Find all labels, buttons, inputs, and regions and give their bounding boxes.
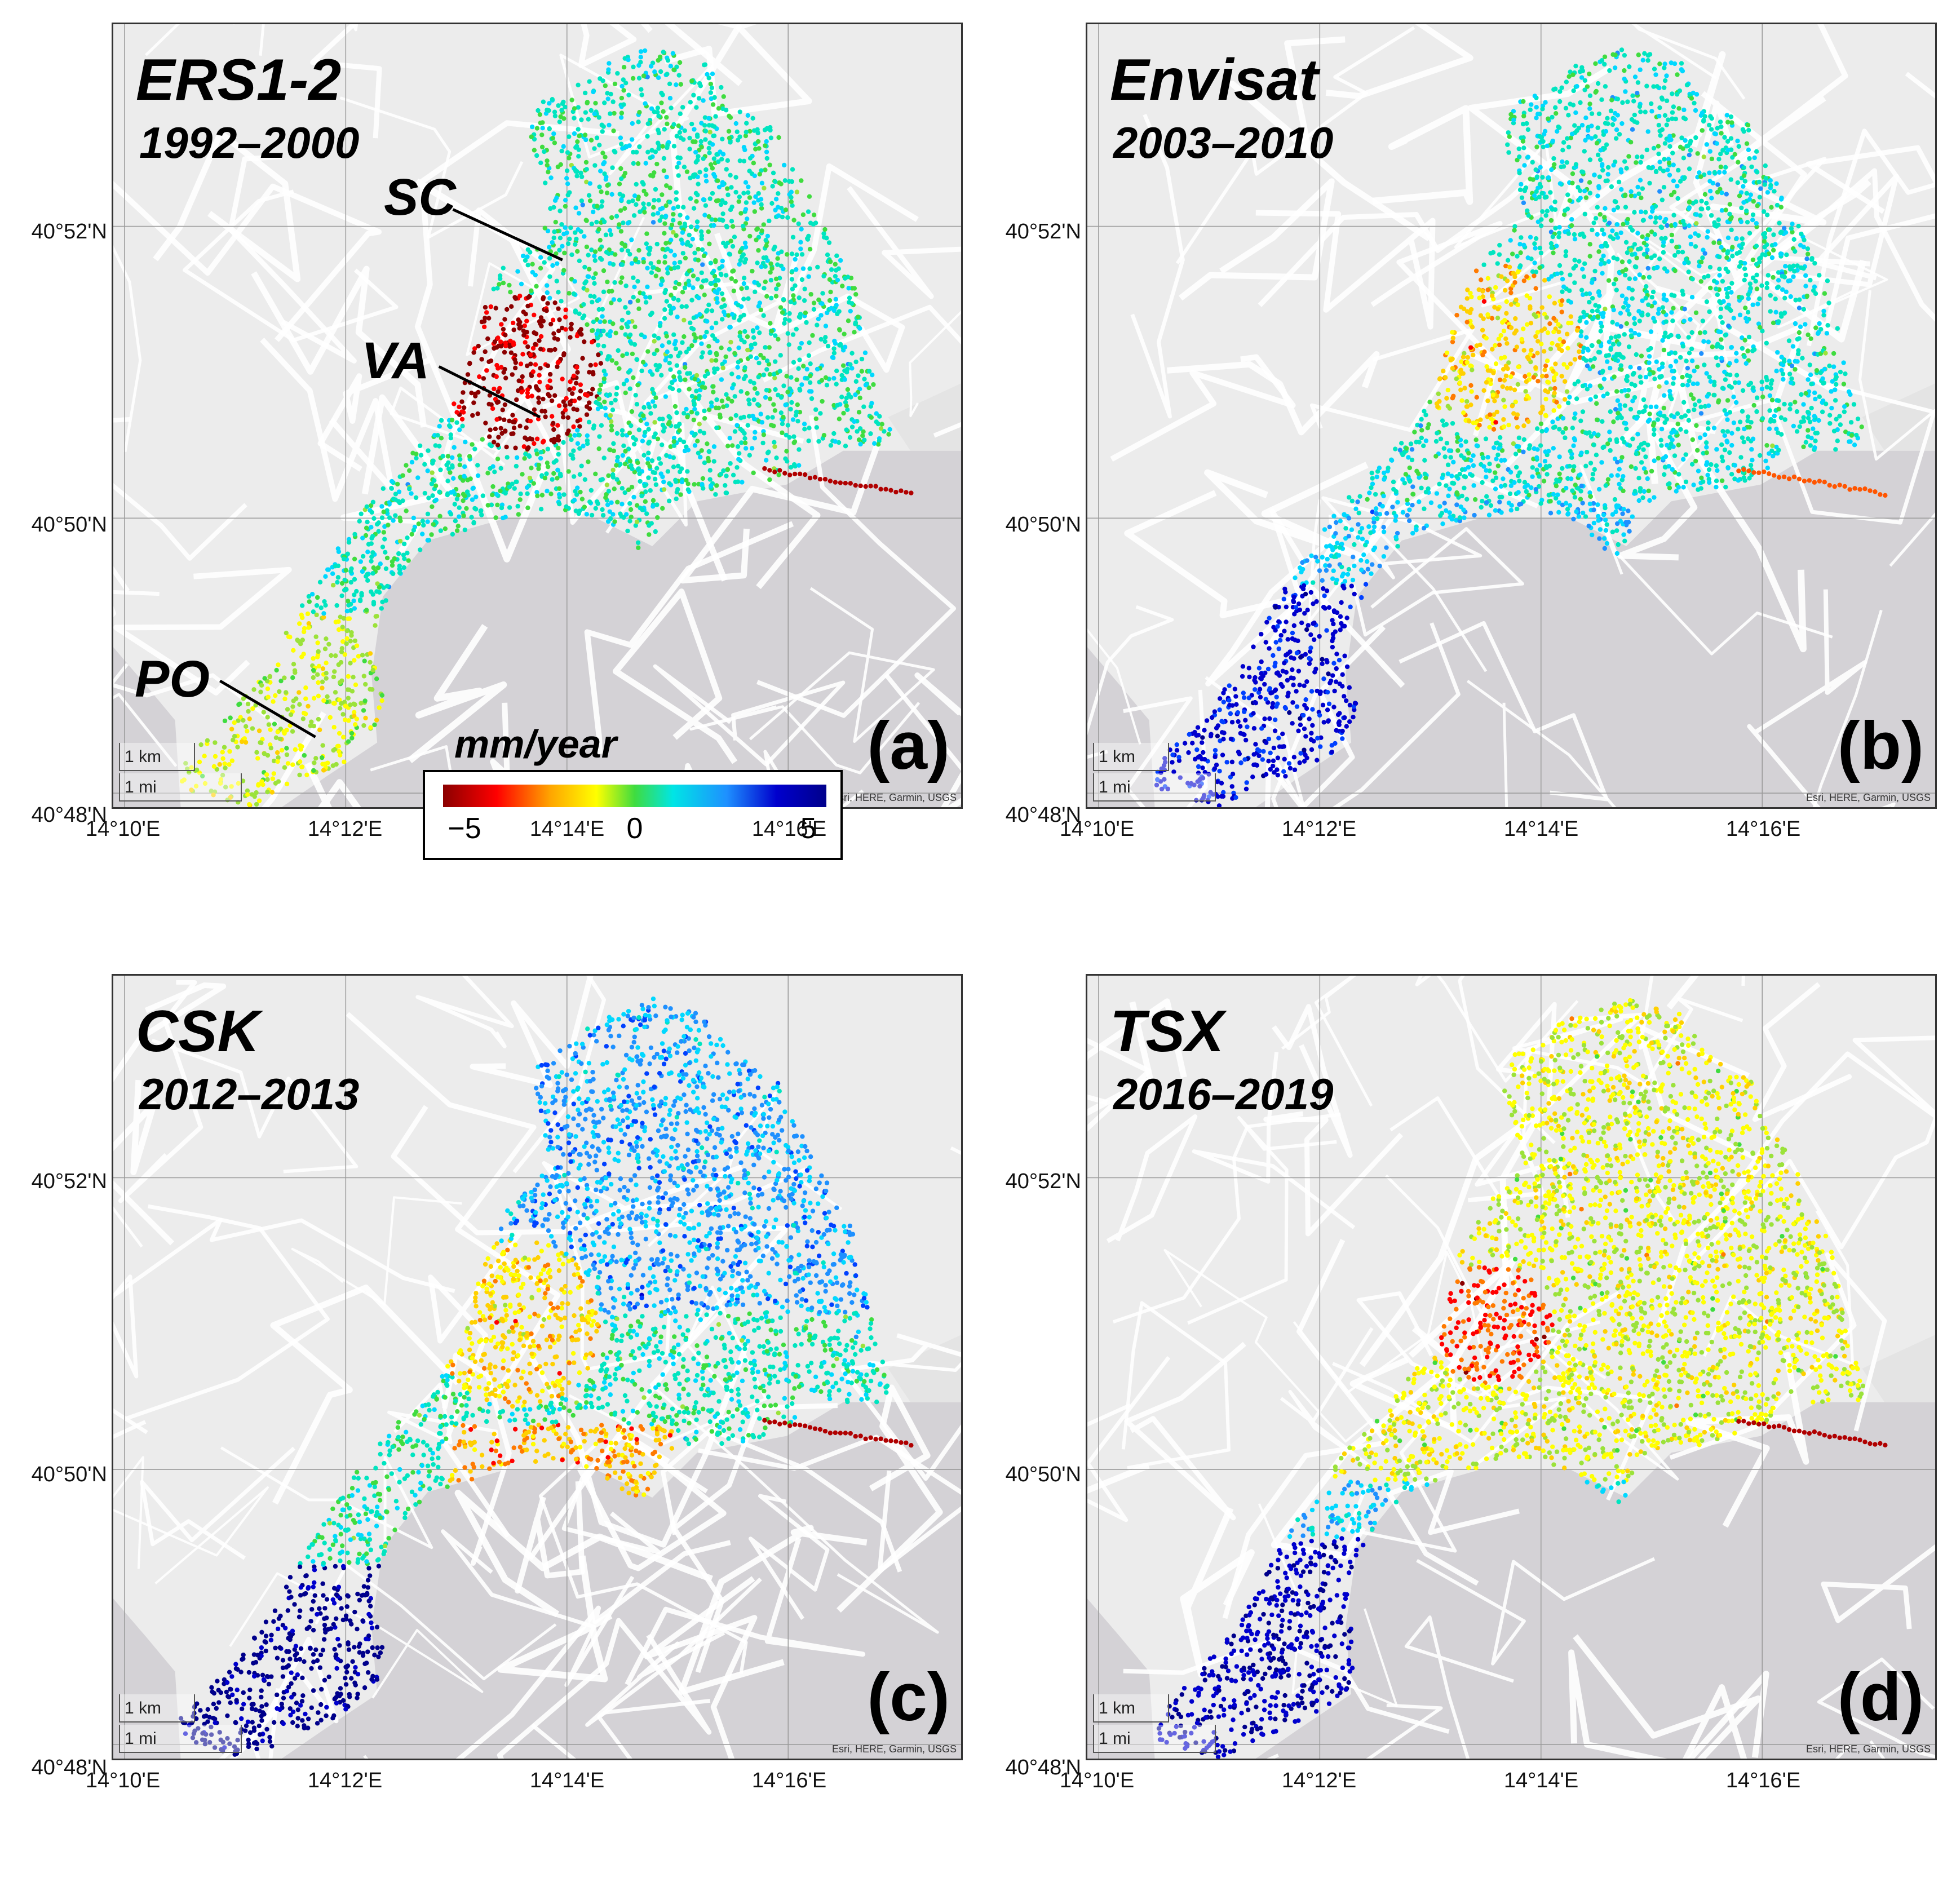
map-attribution: Esri, HERE, Garmin, USGS bbox=[831, 792, 957, 803]
panel-letter: (a) bbox=[867, 708, 950, 783]
scalebar-km: 1 km bbox=[119, 1694, 195, 1723]
lon-label: 14°10'E bbox=[1059, 817, 1135, 841]
map-attribution: Esri, HERE, Garmin, USGS bbox=[1805, 792, 1931, 803]
legend-tick-max: 5 bbox=[800, 812, 817, 845]
lat-label: 40°52'N bbox=[1005, 220, 1081, 243]
scalebar-km: 1 km bbox=[1093, 743, 1169, 771]
scalebar: 1 km 1 mi bbox=[1093, 1694, 1216, 1753]
scalebar: 1 km 1 mi bbox=[1093, 743, 1216, 802]
lat-label: 40°50'N bbox=[1005, 1463, 1081, 1486]
lat-label: 40°48'N bbox=[31, 803, 107, 827]
map-attribution: Esri, HERE, Garmin, USGS bbox=[831, 1743, 957, 1755]
map-panel-c: CSK 2012–2013 (c) 1 km 1 mi Esri, HERE, … bbox=[112, 974, 963, 1760]
lon-label: 14°12'E bbox=[1281, 817, 1357, 841]
panel-letter: (b) bbox=[1837, 708, 1924, 783]
map-canvas bbox=[113, 976, 961, 1759]
lon-label: 14°10'E bbox=[85, 817, 161, 841]
map-attribution: Esri, HERE, Garmin, USGS bbox=[1805, 1743, 1931, 1755]
satellite-title: ERS1-2 bbox=[136, 47, 342, 113]
satellite-title: Envisat bbox=[1110, 47, 1318, 113]
scalebar-mi: 1 mi bbox=[1093, 773, 1216, 802]
legend-title: mm/year bbox=[454, 722, 617, 766]
satellite-years: 2003–2010 bbox=[1113, 118, 1334, 167]
map-panel-d: TSX 2016–2019 (d) 1 km 1 mi Esri, HERE, … bbox=[1086, 974, 1937, 1760]
satellite-title: CSK bbox=[136, 999, 260, 1064]
colorbar-legend: −5 0 5 bbox=[423, 770, 843, 860]
lat-label: 40°48'N bbox=[1005, 803, 1081, 827]
scalebar-mi: 1 mi bbox=[119, 1725, 242, 1753]
annotation-po: PO bbox=[135, 650, 210, 708]
scalebar: 1 km 1 mi bbox=[119, 1694, 242, 1753]
lon-label: 14°14'E bbox=[529, 1769, 605, 1792]
lon-label: 14°16'E bbox=[751, 817, 827, 841]
lat-label: 40°52'N bbox=[31, 220, 107, 243]
panel-letter: (c) bbox=[867, 1659, 950, 1735]
annotation-va: VA bbox=[361, 332, 430, 389]
colorbar bbox=[443, 785, 826, 807]
lat-label: 40°52'N bbox=[31, 1170, 107, 1193]
lon-label: 14°16'E bbox=[751, 1769, 827, 1792]
scalebar-km: 1 km bbox=[1093, 1694, 1169, 1723]
satellite-years: 2016–2019 bbox=[1113, 1069, 1334, 1119]
lat-label: 40°50'N bbox=[31, 1463, 107, 1486]
lon-label: 14°12'E bbox=[307, 817, 383, 841]
map-canvas bbox=[1087, 24, 1935, 807]
satellite-title: TSX bbox=[1110, 999, 1224, 1064]
lon-label: 14°14'E bbox=[1503, 817, 1579, 841]
lat-label: 40°50'N bbox=[31, 513, 107, 537]
scalebar-km: 1 km bbox=[119, 743, 195, 771]
lat-label: 40°50'N bbox=[1005, 513, 1081, 537]
lon-label: 14°10'E bbox=[85, 1769, 161, 1792]
map-panel-b: Envisat 2003–2010 (b) 1 km 1 mi Esri, HE… bbox=[1086, 23, 1937, 809]
lon-label: 14°14'E bbox=[529, 817, 605, 841]
map-panel-a: ERS1-2 1992–2000 SC VA PO (a) 1 km 1 mi … bbox=[112, 23, 963, 809]
satellite-years: 1992–2000 bbox=[139, 118, 360, 167]
lon-label: 14°14'E bbox=[1503, 1769, 1579, 1792]
scalebar-mi: 1 mi bbox=[119, 773, 242, 802]
lon-label: 14°12'E bbox=[1281, 1769, 1357, 1792]
satellite-years: 2012–2013 bbox=[139, 1069, 360, 1119]
panel-letter: (d) bbox=[1837, 1659, 1924, 1735]
lat-label: 40°48'N bbox=[31, 1756, 107, 1779]
lat-label: 40°48'N bbox=[1005, 1756, 1081, 1779]
scalebar: 1 km 1 mi bbox=[119, 743, 242, 802]
lon-label: 14°16'E bbox=[1725, 1769, 1801, 1792]
legend-tick-mid: 0 bbox=[626, 812, 643, 845]
legend-tick-min: −5 bbox=[448, 812, 481, 845]
lon-label: 14°12'E bbox=[307, 1769, 383, 1792]
map-canvas bbox=[1087, 976, 1935, 1759]
scalebar-mi: 1 mi bbox=[1093, 1725, 1216, 1753]
lon-label: 14°16'E bbox=[1725, 817, 1801, 841]
annotation-sc: SC bbox=[384, 169, 456, 226]
lat-label: 40°52'N bbox=[1005, 1170, 1081, 1193]
map-canvas bbox=[113, 24, 961, 807]
lon-label: 14°10'E bbox=[1059, 1769, 1135, 1792]
